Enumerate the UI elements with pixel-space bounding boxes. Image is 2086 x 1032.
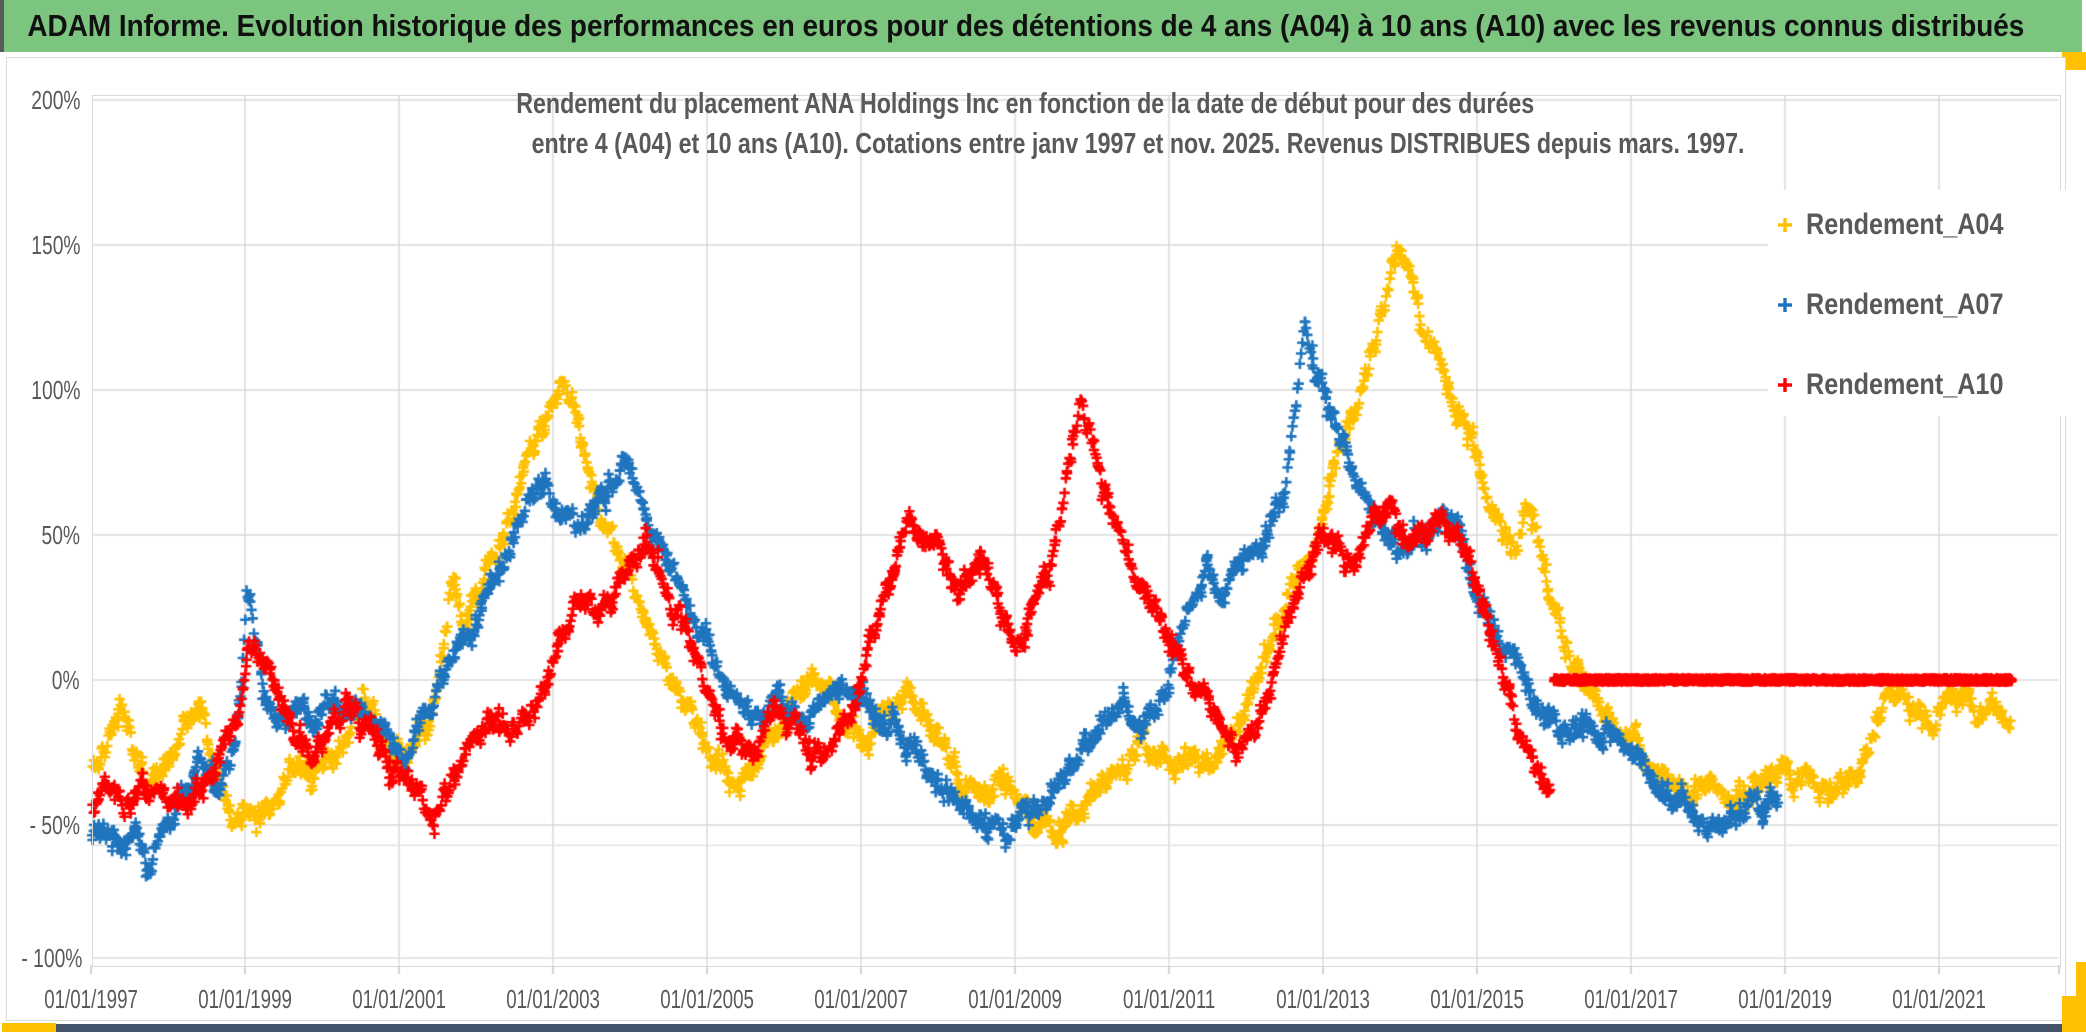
x-tick-2019: 01/01/2019 [1738, 984, 1832, 1014]
x-tick-2013: 01/01/2013 [1276, 984, 1370, 1014]
legend-item-a04[interactable]: Rendement_A04 [1768, 208, 2066, 242]
legend-label: Rendement_A07 [1806, 288, 2004, 321]
y-tick-100: 100% [30, 375, 80, 405]
plus-marker-a07-icon [1778, 298, 1792, 312]
y-tick-150: 150% [30, 230, 80, 260]
x-tick-2011: 01/01/2011 [1122, 984, 1216, 1014]
chart-title-line2: entre 4 (A04) et 10 ans (A10). Cotations… [531, 128, 1745, 160]
legend-label: Rendement_A04 [1806, 208, 2004, 241]
gold-corner-bottom-left [2, 1023, 56, 1032]
y-tick-neg100: - 100% [21, 943, 83, 973]
bottom-bar [56, 1024, 2064, 1032]
x-tick-2007: 01/01/2007 [814, 984, 908, 1014]
x-tick-2005: 01/01/2005 [660, 984, 754, 1014]
y-tick-200: 200% [30, 85, 80, 115]
legend-label: Rendement_A10 [1806, 368, 2004, 401]
legend: Rendement_A04 Rendement_A07 Rendement_A1… [1768, 190, 2066, 416]
x-tick-2015: 01/01/2015 [1430, 984, 1524, 1014]
x-tick-2001: 01/01/2001 [352, 984, 446, 1014]
legend-item-a10[interactable]: Rendement_A10 [1768, 368, 2066, 402]
x-tick-2021: 01/01/2021 [1892, 984, 1986, 1014]
gold-corner-bottom-right [2062, 996, 2086, 1032]
chart-title-line1: Rendement du placement ANA Holdings Inc … [516, 88, 1534, 120]
legend-item-a07[interactable]: Rendement_A07 [1768, 288, 2066, 322]
y-tick-0: 0% [52, 665, 80, 695]
chart-title: Rendement du placement ANA Holdings Inc … [380, 84, 1745, 164]
x-tick-2003: 01/01/2003 [506, 984, 600, 1014]
x-tick-2017: 01/01/2017 [1584, 984, 1678, 1014]
plus-marker-a10-icon [1778, 378, 1792, 392]
plus-marker-a04-icon [1778, 218, 1792, 232]
y-tick-50: 50% [41, 520, 80, 550]
plot-area-border [92, 95, 2061, 967]
x-tick-1999: 01/01/1999 [198, 984, 292, 1014]
x-tick-2009: 01/01/2009 [968, 984, 1062, 1014]
x-tick-1997: 01/01/1997 [44, 984, 138, 1014]
y-tick-neg50: - 50% [29, 810, 80, 840]
